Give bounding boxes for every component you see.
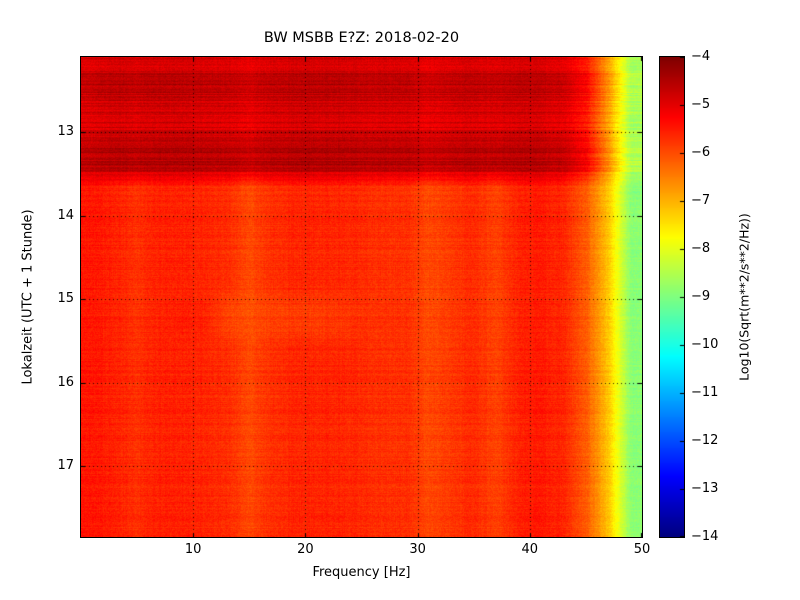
colorbar-tick-label: −6 xyxy=(691,145,711,160)
colorbar-tick-label: −9 xyxy=(691,289,711,304)
colorbar-label: Log10(Sqrt(m**2/s**2/Hz)) xyxy=(736,213,752,381)
colorbar-tick-label: −14 xyxy=(691,529,719,544)
plot-title: BW MSBB E?Z: 2018-02-20 xyxy=(263,30,460,46)
y-tick-label: 17 xyxy=(57,458,74,474)
colorbar-tick-label: −10 xyxy=(691,337,719,352)
x-axis-label: Frequency [Hz] xyxy=(312,565,411,580)
x-tick-label: 50 xyxy=(633,542,651,557)
colorbar-tick-label: −7 xyxy=(691,193,711,208)
spectrogram-heatmap xyxy=(80,56,643,538)
colorbar-gradient xyxy=(659,56,685,538)
colorbar-tick-label: −13 xyxy=(691,481,719,496)
colorbar-tick-label: −12 xyxy=(691,433,719,448)
colorbar-tick-label: −4 xyxy=(691,49,711,64)
y-tick-label: 16 xyxy=(57,374,74,390)
y-tick-label: 15 xyxy=(57,291,74,307)
x-tick-label: 20 xyxy=(297,542,314,557)
x-tick-label: 10 xyxy=(184,542,202,557)
y-tick-label: 14 xyxy=(57,207,74,223)
colorbar-tick-label: −8 xyxy=(691,241,711,256)
colorbar-tick-label: −11 xyxy=(691,385,719,400)
colorbar-tick-label: −5 xyxy=(691,97,711,112)
y-tick-label: 13 xyxy=(57,124,74,140)
x-tick-label: 30 xyxy=(409,542,426,557)
x-tick-label: 40 xyxy=(521,542,539,557)
y-axis-label: Lokalzeit (UTC + 1 Stunde) xyxy=(20,209,36,385)
